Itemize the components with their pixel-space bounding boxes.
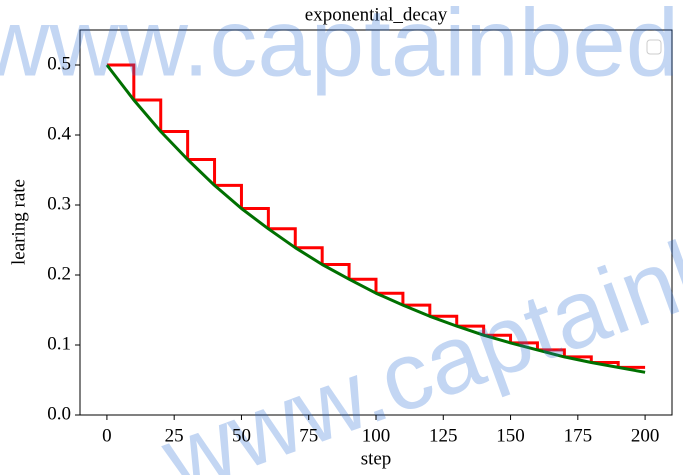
line [105,64,646,374]
y-tick-label: 0.1 [47,333,71,354]
x-tick-label: 125 [429,425,458,446]
x-tick-label: 75 [299,425,318,446]
step-segment [133,98,163,132]
x-tick-label: 175 [564,425,593,446]
plot [105,63,646,374]
y-tick-label: 0.5 [47,53,71,74]
x-tick-label: 50 [232,425,251,446]
x-axis-label: step [361,448,392,469]
step-segment [376,291,405,306]
step-segment [322,263,351,280]
step-segment [268,227,297,248]
step-segment [241,207,270,229]
watermark: www.captainbed.net [148,119,683,475]
step-segment [349,277,378,294]
step-segment [106,63,136,100]
step-segment [187,158,217,186]
y-tick-label: 0.2 [47,263,71,284]
step-segment [160,130,190,160]
x-tick-label: 25 [165,425,184,446]
x-tick-label: 150 [496,425,525,446]
y-tick-label: 0.4 [47,123,71,144]
watermark: www.captainbed.net [0,0,683,96]
y-axis-label: learing rate [8,179,29,265]
step-segment [214,183,243,209]
step-segment [429,314,459,327]
step-segment [591,361,620,368]
step-segment [402,303,432,317]
y-tick-label: 0.3 [47,193,71,214]
x-tick-label: 100 [362,425,391,446]
step-segment [510,341,539,350]
step-segment [483,333,513,343]
x-tick-label: 0 [102,425,112,446]
step-segment [456,324,486,336]
legend-box [646,39,662,55]
y-tick-label: 0.0 [47,403,71,424]
x-tick-label: 200 [631,425,660,446]
step-segment [295,246,324,265]
step-segment [564,355,593,363]
chart-title: exponential_decay [305,4,448,25]
step-segment [537,348,566,357]
